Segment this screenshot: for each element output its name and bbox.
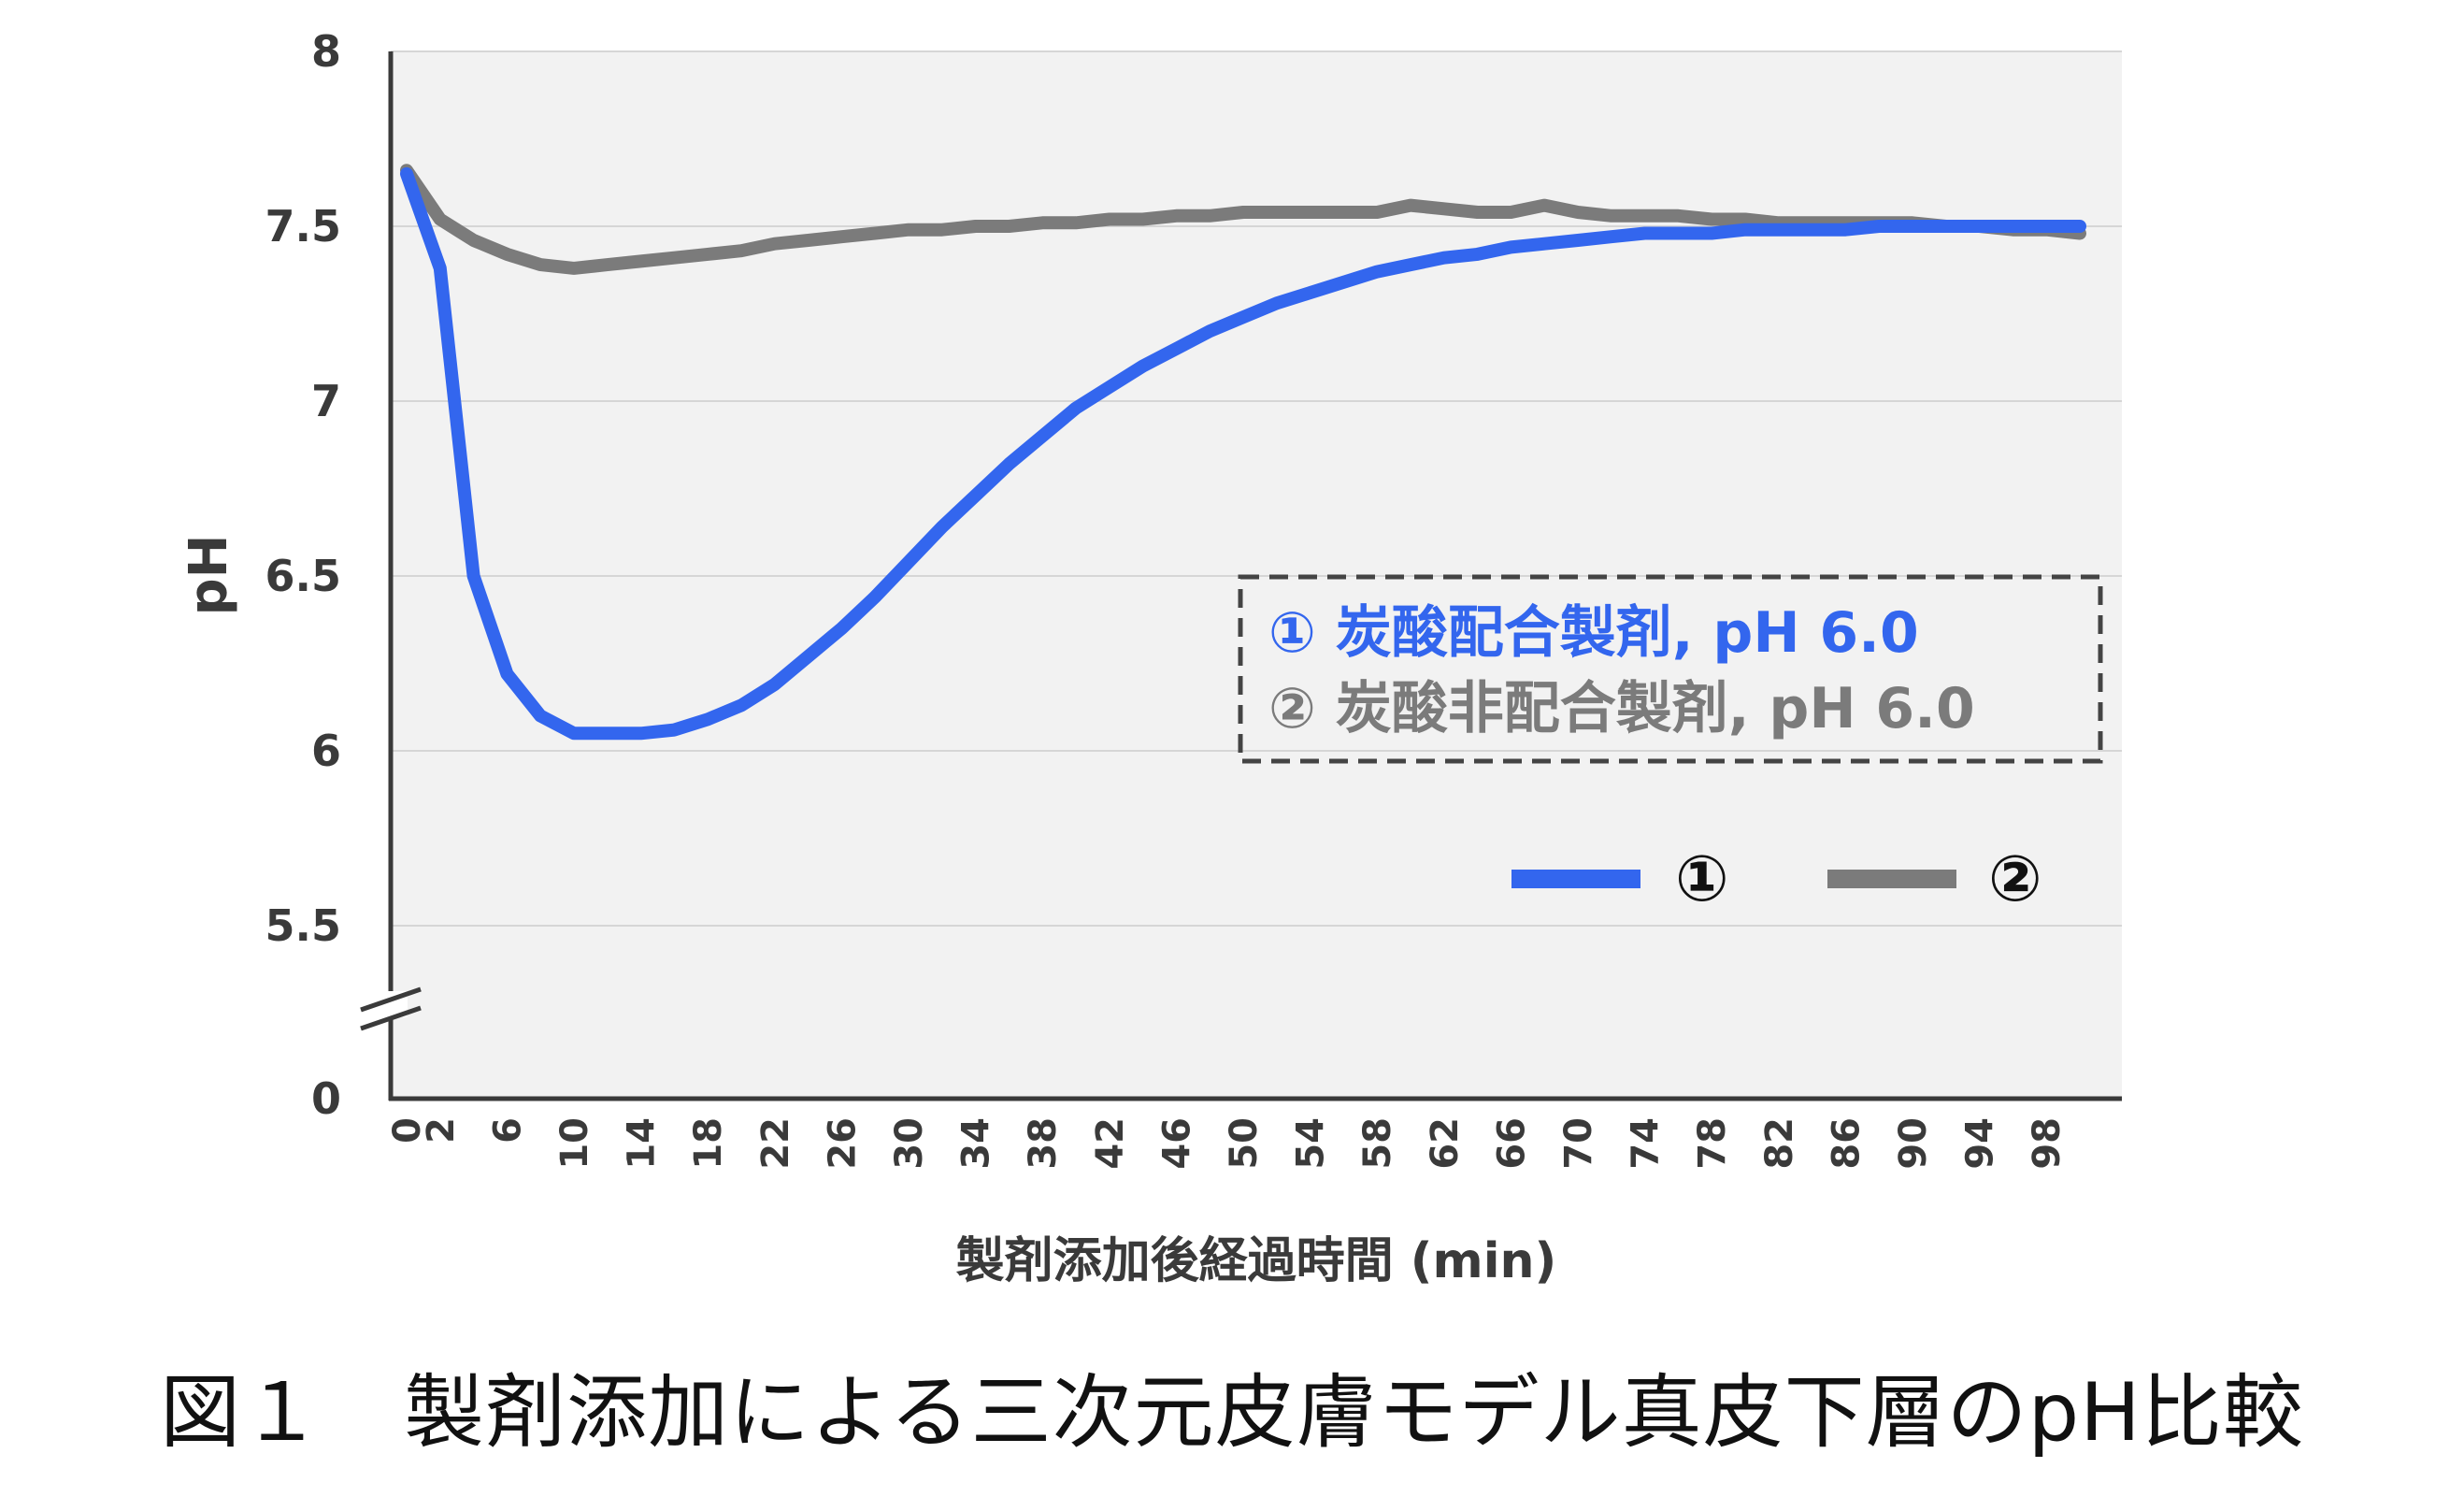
axis-break-mark xyxy=(360,986,422,1013)
x-tick-label: 90 xyxy=(1892,1117,1935,1170)
y-tick-label: 8 xyxy=(311,26,341,77)
x-tick-label: 10 xyxy=(553,1117,596,1170)
x-tick-label: 50 xyxy=(1223,1117,1266,1170)
y-axis-label: pH xyxy=(179,535,239,616)
chart: 87.576.565.50 02 6 10 14 18 22 26 30 34 38 42 46 50 5… xyxy=(179,26,2122,1289)
x-tick-label: 2 xyxy=(420,1117,463,1144)
legend-box-line-1: ① 炭酸配合製剤, pH 6.0 xyxy=(1268,600,1919,666)
x-tick-label: 66 xyxy=(1490,1117,1533,1170)
x-tick-label: 22 xyxy=(754,1117,797,1170)
x-tick-label: 86 xyxy=(1825,1117,1868,1170)
x-tick-label: 62 xyxy=(1424,1117,1467,1170)
y-tick-label: 7 xyxy=(311,376,341,426)
x-tick-label: 82 xyxy=(1758,1117,1801,1170)
x-tick-label: 78 xyxy=(1691,1117,1734,1170)
legend-box-line-2: ② 炭酸非配合製剤, pH 6.0 xyxy=(1268,676,1975,741)
x-tick-label: 18 xyxy=(687,1117,730,1170)
x-axis-label: 製剤添加後経過時間 (min) xyxy=(956,1233,1557,1289)
y-tick-label: 6 xyxy=(311,726,341,776)
x-tick-label: 30 xyxy=(888,1117,931,1170)
x-tick-label: 26 xyxy=(821,1117,864,1170)
x-tick-label: 14 xyxy=(621,1117,664,1170)
x-tick-label: 6 xyxy=(486,1117,529,1144)
x-tick-label: 54 xyxy=(1290,1117,1333,1170)
x-tick-label: 38 xyxy=(1022,1117,1065,1170)
y-tick-labels: 8 7.5 7 6.5 6 5.5 0 xyxy=(265,26,342,1124)
x-tick-label: 42 xyxy=(1089,1117,1132,1170)
x-tick-label: 34 xyxy=(955,1117,998,1170)
series-layer xyxy=(400,164,2086,741)
series-line-2 xyxy=(400,164,2086,275)
x-tick-labels: 02 6 10 14 18 22 26 30 34 38 42 46 50 54 58 62 66 70 74 78 8… xyxy=(386,1117,2069,1170)
axes xyxy=(360,51,2122,1101)
x-tick-label: 70 xyxy=(1557,1117,1600,1170)
axis-break-mark xyxy=(360,1005,422,1031)
x-tick-label: 74 xyxy=(1625,1117,1668,1170)
y-tick-label: 7.5 xyxy=(265,201,342,252)
figure-caption: 図１ 製剤添加による三次元皮膚モデル真皮下層のpH比較 xyxy=(160,1366,2304,1460)
x-tick-label: 94 xyxy=(1959,1117,2002,1170)
y-tick-label: 6.5 xyxy=(265,551,342,601)
y-tick-label: 5.5 xyxy=(265,900,342,951)
x-tick-label: 46 xyxy=(1155,1117,1198,1170)
legend-key-label-1: ① xyxy=(1675,842,1729,916)
x-tick-label: 0 xyxy=(386,1117,429,1144)
y-tick-label: 0 xyxy=(311,1073,341,1124)
legend-key-label-2: ② xyxy=(1988,842,2042,916)
x-tick-label: 98 xyxy=(2026,1117,2069,1170)
x-tick-label: 58 xyxy=(1356,1117,1399,1170)
series-line-1 xyxy=(400,166,2086,741)
